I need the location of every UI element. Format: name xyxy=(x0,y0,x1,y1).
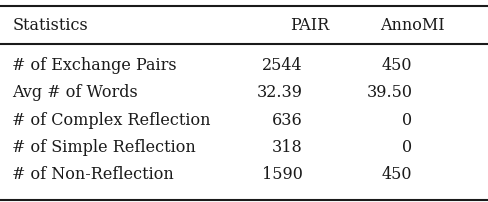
Text: 318: 318 xyxy=(272,139,303,156)
Text: 2544: 2544 xyxy=(262,57,303,74)
Text: 636: 636 xyxy=(272,112,303,129)
Text: 1590: 1590 xyxy=(262,166,303,183)
Text: 39.50: 39.50 xyxy=(366,84,412,101)
Text: # of Non-Reflection: # of Non-Reflection xyxy=(12,166,174,183)
Text: 450: 450 xyxy=(382,57,412,74)
Text: Statistics: Statistics xyxy=(12,17,88,34)
Text: # of Simple Reflection: # of Simple Reflection xyxy=(12,139,196,156)
Text: 450: 450 xyxy=(382,166,412,183)
Text: PAIR: PAIR xyxy=(290,17,329,34)
Text: # of Complex Reflection: # of Complex Reflection xyxy=(12,112,211,129)
Text: # of Exchange Pairs: # of Exchange Pairs xyxy=(12,57,177,74)
Text: 32.39: 32.39 xyxy=(257,84,303,101)
Text: Avg # of Words: Avg # of Words xyxy=(12,84,138,101)
Text: 0: 0 xyxy=(402,139,412,156)
Text: AnnoMI: AnnoMI xyxy=(380,17,445,34)
Text: 0: 0 xyxy=(402,112,412,129)
